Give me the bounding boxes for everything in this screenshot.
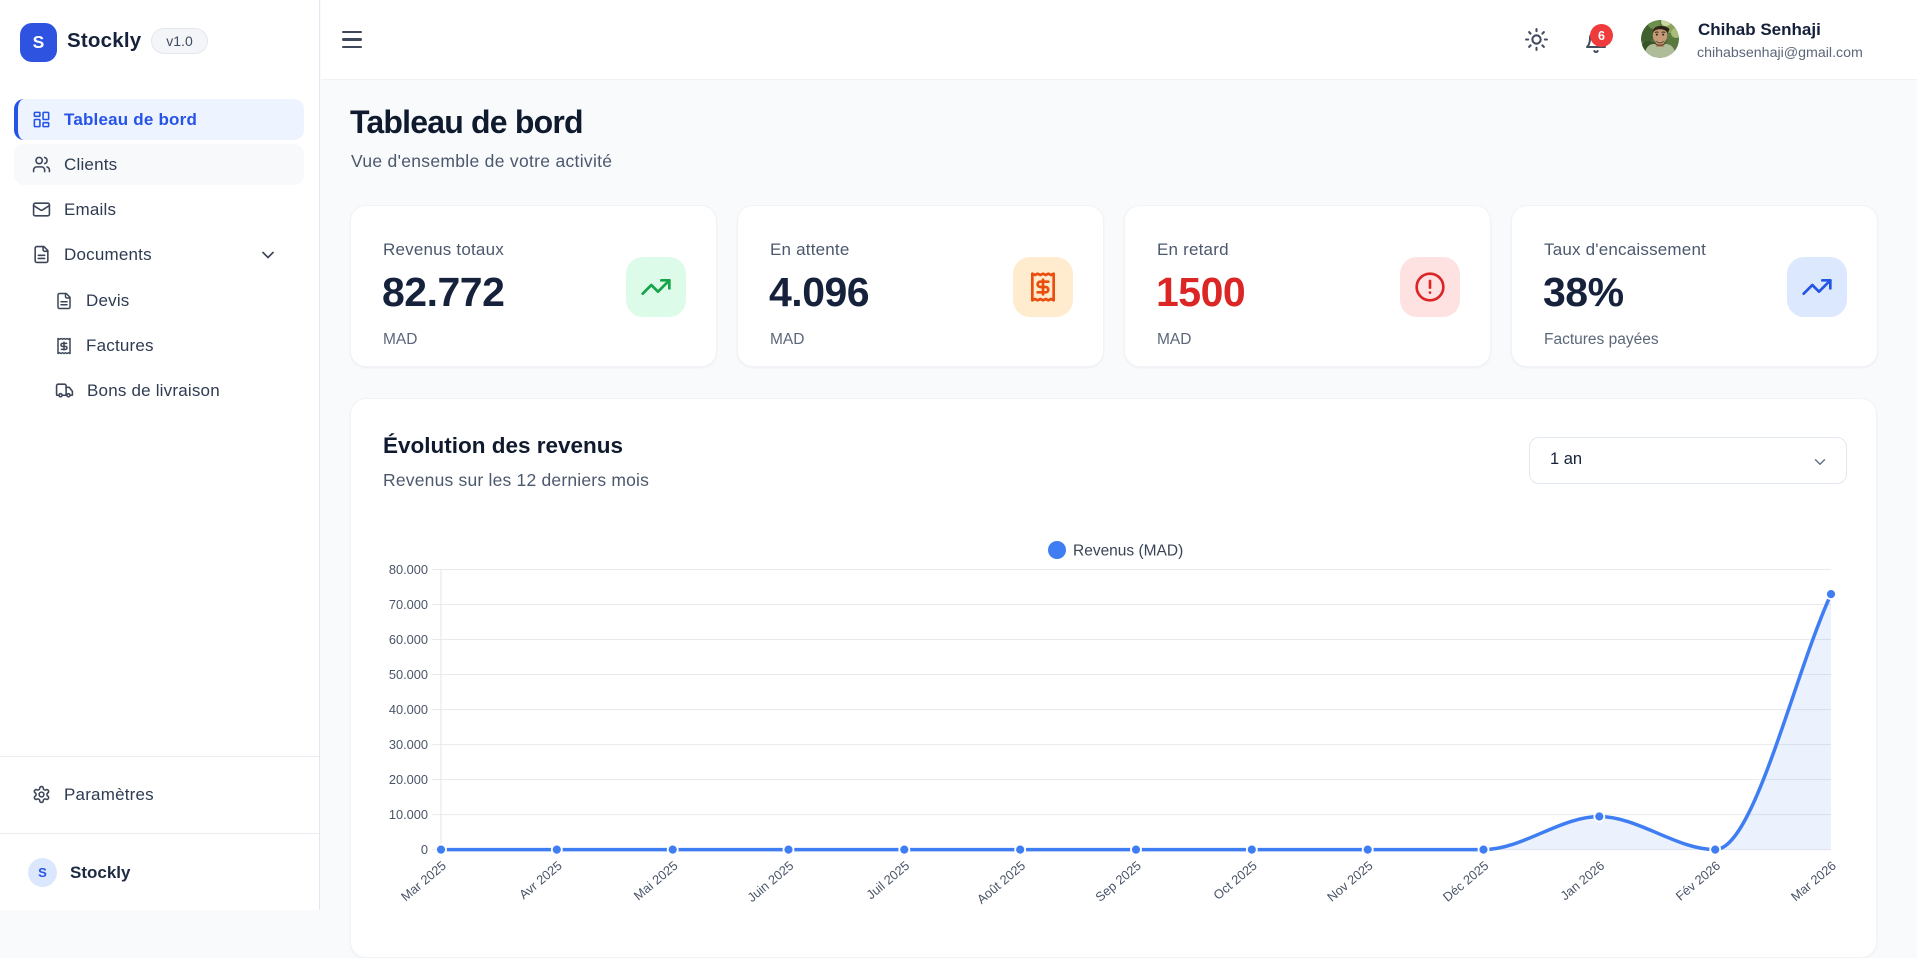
svg-text:Oct 2025: Oct 2025 — [1210, 858, 1259, 903]
svg-text:20.000: 20.000 — [389, 772, 428, 787]
svg-text:Mai 2025: Mai 2025 — [631, 858, 681, 903]
svg-text:Avr 2025: Avr 2025 — [516, 858, 565, 902]
svg-text:Mar 2026: Mar 2026 — [1788, 858, 1839, 904]
svg-text:40.000: 40.000 — [389, 702, 428, 717]
svg-text:80.000: 80.000 — [389, 562, 428, 577]
svg-text:Mar 2025: Mar 2025 — [398, 858, 449, 904]
svg-text:30.000: 30.000 — [389, 737, 428, 752]
svg-text:Jan 2026: Jan 2026 — [1557, 858, 1607, 903]
svg-text:Revenus (MAD): Revenus (MAD) — [1073, 543, 1183, 560]
svg-text:70.000: 70.000 — [389, 597, 428, 612]
svg-text:Juin 2025: Juin 2025 — [744, 858, 796, 905]
svg-text:60.000: 60.000 — [389, 632, 428, 647]
svg-text:Fév 2026: Fév 2026 — [1673, 858, 1724, 904]
svg-text:Déc 2025: Déc 2025 — [1440, 858, 1492, 905]
svg-text:Juil 2025: Juil 2025 — [863, 858, 912, 902]
svg-text:50.000: 50.000 — [389, 667, 428, 682]
svg-text:Sep 2025: Sep 2025 — [1092, 858, 1144, 905]
svg-text:0: 0 — [421, 842, 428, 857]
svg-text:Août 2025: Août 2025 — [974, 858, 1028, 907]
svg-text:10.000: 10.000 — [389, 807, 428, 822]
svg-text:Nov 2025: Nov 2025 — [1324, 858, 1376, 905]
